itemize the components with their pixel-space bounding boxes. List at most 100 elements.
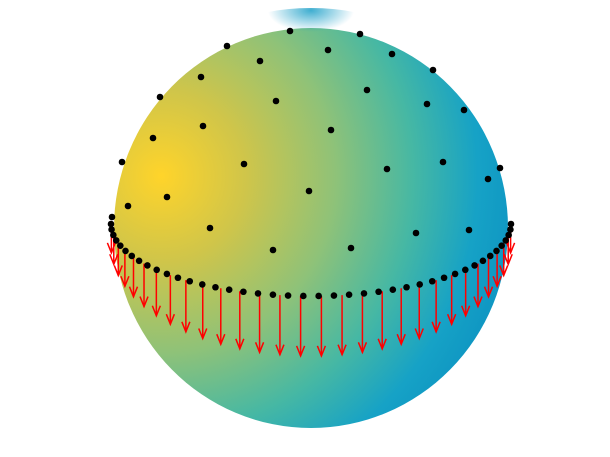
equator-point [122,247,129,255]
equator-point [471,262,478,269]
equator-point [502,237,510,244]
vector-head [254,342,265,355]
equator-point [212,283,219,291]
vector-head [139,296,149,309]
equator-point [144,262,151,269]
surface-point [163,193,171,201]
vector-head [492,275,502,289]
vector-head [295,345,306,358]
vector-head [151,305,162,318]
equator-points [107,220,515,300]
equator-point [479,257,487,265]
vector-head [198,328,208,341]
boundary-vectors [106,228,516,358]
surface-point [327,126,335,134]
equator-point [225,286,233,294]
surface-point [484,175,492,183]
equator-point [240,288,247,296]
surface-point [465,226,473,234]
surface-point [256,57,264,65]
vector-head [316,345,327,358]
equator-point [110,231,117,239]
vector-head [503,253,513,267]
equator-point [128,252,136,260]
equator-point [284,292,292,299]
vector-head [473,296,483,309]
vector-head [446,313,457,327]
vector-head [505,242,516,255]
surface-point [423,100,431,108]
vector-head [431,321,441,334]
vector-head [414,328,424,341]
vector-head [499,265,509,278]
equator-point [428,277,436,285]
equator-point [493,247,500,255]
surface-point [206,224,214,232]
surface-point [429,66,437,74]
surface-point [363,86,371,94]
equator-point [375,288,382,296]
vector-head [216,333,226,347]
surface-point [199,122,207,130]
surface-point [124,202,132,210]
vector-head [235,338,245,351]
equator-point [486,252,494,260]
surface-point [356,30,364,38]
equator-point [403,283,410,291]
sphere-body [114,28,508,428]
surface-point [240,160,248,168]
surface-point [412,229,420,237]
equator-point [315,292,322,300]
equator-point [451,270,459,278]
vector-head [181,321,191,334]
vector-head [113,265,123,278]
equator-point [300,292,307,300]
surface-points [108,27,504,254]
surface-point [156,93,164,101]
sphere-surface [114,8,508,428]
equator-point [389,286,397,294]
surface-point [347,244,355,252]
vector-head [337,344,347,357]
vector-head [483,286,494,299]
surface-point [388,50,396,58]
equator-point [440,274,448,282]
surface-point [324,46,332,54]
equator-point [117,242,124,250]
surface-point [496,164,504,172]
vector-head [128,286,139,299]
surface-point [286,27,294,35]
equator-point [108,226,115,233]
surface-point [383,165,391,173]
equator-point [330,292,338,299]
vector-head [460,305,471,318]
surface-point [223,42,231,50]
equator-point [498,242,505,250]
equator-point [174,274,182,282]
surface-point [269,246,277,254]
surface-point [460,106,468,114]
vector-head [377,338,387,351]
surface-point [272,97,280,105]
equator-point [507,220,515,228]
surface-point [118,158,126,166]
equator-point [345,291,353,298]
equator-point [186,277,194,285]
vector-head [165,313,176,327]
vector-head [396,333,406,347]
vector-head [275,344,285,357]
surface-point [149,134,157,142]
equator-point [360,290,368,297]
vector-head [357,342,368,355]
vector-head [109,253,119,267]
equator-point [135,257,143,265]
equator-point [461,266,469,274]
vector-head [120,275,130,289]
equator-point [107,220,115,228]
surface-point [108,213,116,221]
equator-point [505,231,512,239]
surface-point [439,158,447,166]
equator-point [507,226,514,233]
